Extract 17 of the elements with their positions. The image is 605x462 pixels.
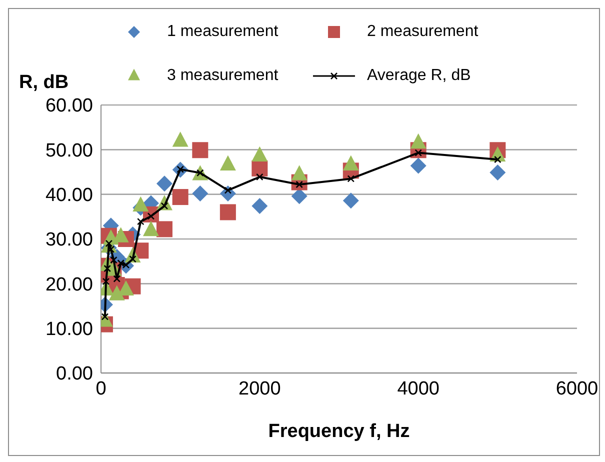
legend-label: 2 measurement [367, 23, 478, 41]
y-tick-label: 60.00 [45, 96, 93, 117]
legend-label: 1 measurement [167, 23, 278, 41]
y-tick-label: 0.00 [56, 364, 93, 385]
legend-label: Average R, dB [367, 67, 471, 85]
legend-label: 3 measurement [167, 67, 278, 85]
y-axis-title: R, dB [19, 72, 69, 94]
y-tick-label: 30.00 [45, 230, 93, 251]
x-tick-label: 0 [96, 378, 106, 400]
x-axis-title: Frequency f, Hz [268, 421, 410, 442]
y-tick-label: 40.00 [45, 185, 93, 206]
x-tick-label: 2000 [238, 378, 281, 400]
y-tick-label: 50.00 [45, 140, 93, 162]
x-tick-label: 6000 [556, 378, 598, 400]
y-tick-label: 10.00 [45, 319, 93, 340]
x-tick-label: 4000 [397, 378, 440, 400]
y-tick-label: 20.00 [45, 274, 93, 296]
